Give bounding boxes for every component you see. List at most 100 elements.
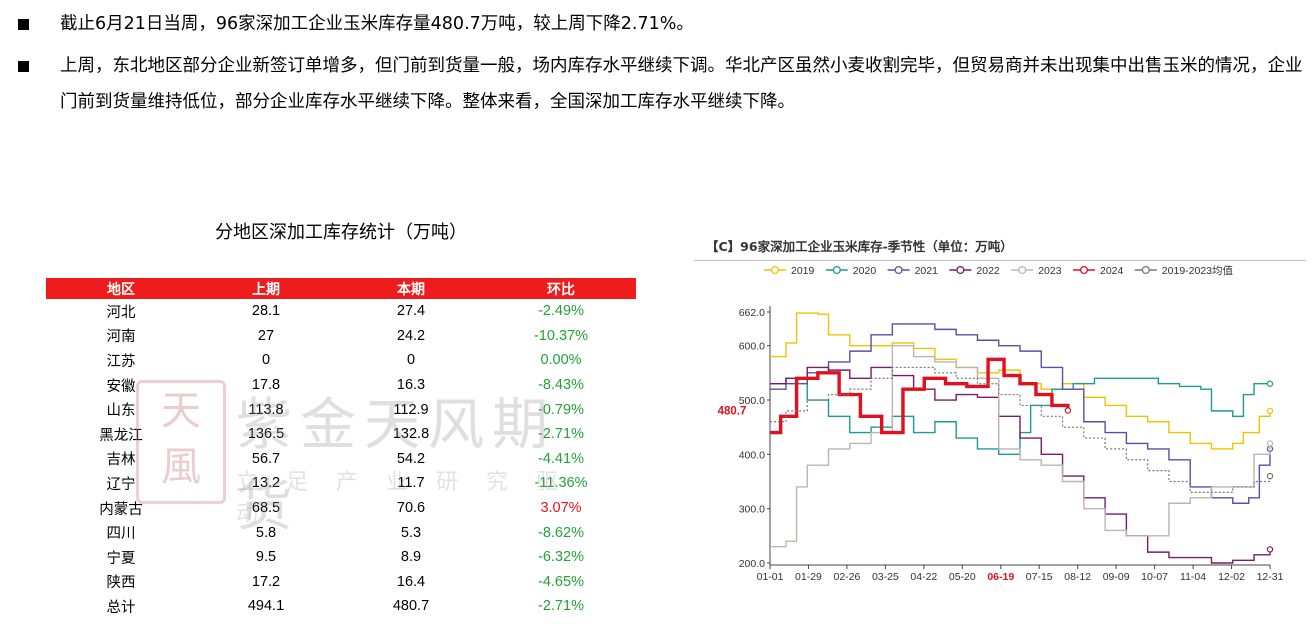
cell-prev: 113.8 (248, 401, 284, 418)
table-row: 河南 27 24.2 -10.37% (46, 324, 636, 349)
y-tick-label: 600.0 (739, 341, 765, 353)
legend-label: 2019-2023均值 (1162, 264, 1234, 277)
x-tick-label: 07-15 (1026, 571, 1053, 583)
cell-change: -2.71% (538, 598, 584, 615)
cell-prev: 27 (257, 327, 275, 344)
bullet-list: 截止6月21日当周，96家深加工企业玉米库存量480.7万吨，较上周下降2.71… (18, 6, 1308, 120)
cell-region: 安徽 (106, 378, 136, 395)
cell-curr: 11.7 (397, 475, 425, 492)
bullet-item: 截止6月21日当周，96家深加工企业玉米库存量480.7万吨，较上周下降2.71… (18, 6, 1308, 42)
cell-change: -0.79% (538, 401, 584, 418)
legend-marker-2019-2023均值 (1141, 265, 1150, 275)
cell-prev: 68.5 (251, 500, 281, 517)
cell-change: -8.43% (538, 377, 584, 394)
cell-region: 辽宁 (106, 476, 136, 493)
legend-marker-2021 (894, 265, 903, 275)
cell-prev: 9.5 (255, 549, 277, 566)
cell-change: -8.62% (538, 524, 584, 541)
series-end-marker-2024 (1064, 407, 1072, 414)
legend-marker-2024 (1079, 265, 1089, 275)
cell-region: 黑龙江 (99, 427, 143, 444)
table-row: 陕西 17.2 16.4 -4.65% (46, 570, 636, 595)
table-row: 宁夏 9.5 8.9 -6.32% (46, 545, 636, 570)
y-tick-label: 300.0 (739, 504, 765, 516)
legend-label: 2019 (791, 265, 815, 277)
table-row: 吉林 56.7 54.2 -4.41% (46, 447, 636, 472)
y-tick-label: 662.0 (739, 307, 765, 319)
cell-change: -2.71% (538, 426, 584, 443)
cell-curr: 27.4 (396, 303, 426, 320)
series-end-marker-2020 (1266, 380, 1274, 387)
cell-prev: 17.2 (251, 573, 281, 590)
cell-prev: 28.1 (251, 303, 281, 320)
bullet-square-icon (18, 61, 29, 72)
header-change: 环比 (486, 278, 636, 299)
cell-region: 河南 (106, 329, 136, 346)
legend-label: 2023 (1038, 265, 1062, 277)
cell-region: 总计 (106, 599, 136, 616)
cell-prev: 136.5 (247, 426, 285, 443)
cell-prev: 0 (261, 352, 271, 369)
header-curr: 本期 (336, 278, 486, 299)
series-end-marker-2019-2023均值 (1266, 472, 1274, 480)
header-prev: 上期 (196, 278, 336, 299)
cell-region: 宁夏 (106, 550, 136, 567)
x-tick-label: 12-31 (1257, 571, 1284, 583)
table-row: 内蒙古 68.5 70.6 3.07% (46, 496, 636, 521)
table-header-row: 地区 上期 本期 环比 (46, 278, 636, 299)
table-row: 江苏 0 0 0.00% (46, 348, 636, 373)
series-line-2019-2023均值 (770, 366, 1271, 493)
cell-change: -2.49% (538, 303, 584, 320)
cell-region: 吉林 (106, 452, 136, 469)
cell-curr: 16.4 (396, 573, 426, 590)
series-line-2024 (770, 357, 1070, 435)
table-row: 辽宁 13.2 11.7 -11.36% (46, 471, 636, 496)
cell-prev: 56.7 (251, 450, 281, 467)
y-tick-label: 200.0 (739, 558, 765, 570)
cell-region: 四川 (106, 526, 136, 543)
current-value-callout: 480.7 (718, 405, 747, 417)
cell-change: -11.36% (534, 475, 588, 492)
x-tick-label: 05-20 (949, 571, 976, 583)
cell-region: 陕西 (106, 575, 136, 592)
x-tick-label: 11-04 (1180, 571, 1206, 583)
cell-curr: 112.9 (393, 401, 429, 418)
legend-marker-2022 (956, 265, 965, 275)
cell-prev: 17.8 (251, 377, 281, 394)
cell-curr: 8.9 (400, 549, 422, 566)
series-line-2020 (770, 377, 1270, 456)
cell-prev: 5.8 (255, 524, 277, 541)
cell-region: 河北 (106, 304, 136, 321)
cell-curr: 132.8 (392, 426, 430, 443)
cell-curr: 24.2 (396, 327, 426, 344)
region-stats-table: 地区 上期 本期 环比 河北 28.1 27.4 -2.49% 河南 27 24.2 -10.… (46, 278, 636, 619)
cell-prev: 494.1 (247, 598, 285, 615)
bullet-item: 上周，东北地区部分企业新签订单增多，但门前到货量一般，场内库存水平继续下调。华北… (18, 48, 1308, 120)
cell-region: 江苏 (106, 353, 136, 370)
series-line-2021 (770, 323, 1271, 504)
cell-curr: 0 (406, 352, 416, 369)
chart-title: 【C】96家深加工企业玉米库存-季节性（单位：万吨） (706, 239, 1013, 254)
cell-curr: 480.7 (392, 598, 430, 615)
x-tick-label: 01-29 (795, 571, 822, 583)
cell-change: -4.41% (538, 450, 584, 467)
x-tick-label: 08-12 (1064, 571, 1091, 583)
x-tick-label: 03-25 (872, 571, 899, 583)
series-end-marker-2023 (1266, 440, 1274, 447)
y-tick-label: 500.0 (739, 395, 765, 407)
cell-change: -6.32% (538, 549, 584, 566)
cell-curr: 16.3 (396, 377, 426, 394)
legend-marker-2020 (832, 265, 841, 275)
cell-change: -10.37% (533, 327, 588, 344)
legend-label: 2022 (976, 265, 1000, 277)
table-row: 黑龙江 136.5 132.8 -2.71% (46, 422, 636, 447)
bullet-text: 截止6月21日当周，96家深加工企业玉米库存量480.7万吨，较上周下降2.71… (60, 14, 694, 34)
legend-label: 2020 (853, 265, 877, 277)
table-row: 山东 113.8 112.9 -0.79% (46, 397, 636, 422)
cell-change: -4.65% (538, 573, 584, 590)
table-row: 安徽 17.8 16.3 -8.43% (46, 373, 636, 398)
cell-change: 3.07% (540, 500, 582, 517)
cell-curr: 54.2 (396, 450, 426, 467)
cell-change: 0.00% (540, 352, 582, 369)
bullet-text: 上周，东北地区部分企业新签订单增多，但门前到货量一般，场内库存水平继续下调。华北… (60, 56, 1303, 112)
